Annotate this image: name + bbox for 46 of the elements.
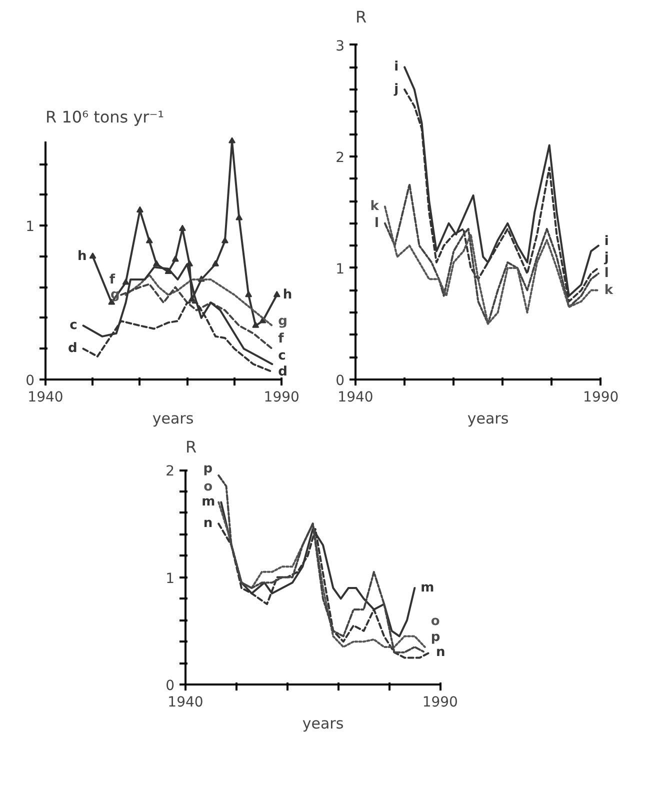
series-label: n	[203, 516, 213, 532]
x-tick-label: 1990	[264, 390, 300, 406]
x-tick-label: 1990	[422, 694, 458, 710]
text: f	[109, 272, 116, 288]
y-tick-label: 1	[26, 219, 35, 236]
series-label: f	[278, 332, 284, 347]
y-tick-label: 2	[336, 150, 345, 166]
text: l	[604, 266, 609, 282]
y-tick-label: 1	[166, 570, 175, 587]
series-label: j	[393, 82, 399, 97]
series-label: m	[202, 494, 216, 510]
text: h	[282, 287, 292, 302]
y-tick-label: 3	[336, 38, 345, 54]
text: k	[604, 282, 614, 298]
y-tick-label: 2	[166, 464, 175, 480]
y-tick-label: 0	[166, 678, 175, 694]
y-tick-label: 0	[26, 373, 35, 389]
series-label: i	[394, 60, 399, 75]
text: c	[278, 348, 286, 364]
x-axis-title: years	[467, 410, 509, 428]
series-label: p	[203, 461, 213, 476]
text: m	[420, 580, 434, 596]
text: g	[278, 314, 288, 330]
text: j	[604, 250, 609, 266]
series-label: o	[204, 480, 213, 495]
series-label: l	[374, 216, 379, 231]
x-tick-label: 1940	[28, 390, 64, 406]
series-label: c	[70, 318, 78, 334]
text: i	[604, 234, 609, 249]
x-tick-label: 1990	[583, 390, 619, 406]
text: o	[430, 614, 440, 630]
series-label: d	[68, 341, 78, 356]
x-axis-title: years	[152, 410, 194, 428]
text: p	[430, 630, 440, 645]
y-tick-label: 1	[336, 261, 345, 278]
series-label: k	[370, 199, 380, 214]
text: n	[436, 644, 446, 660]
y-tick-label: 0	[336, 373, 345, 389]
text: d	[278, 364, 288, 380]
y-axis-title: R	[186, 438, 197, 456]
y-axis-title: R	[356, 8, 367, 26]
x-tick-label: 1940	[338, 390, 374, 406]
series-label: h	[77, 248, 87, 264]
x-axis-title: years	[302, 714, 344, 732]
y-axis-title: R 10⁶ tons yr⁻¹	[46, 108, 164, 126]
x-tick-label: 1940	[168, 694, 204, 710]
